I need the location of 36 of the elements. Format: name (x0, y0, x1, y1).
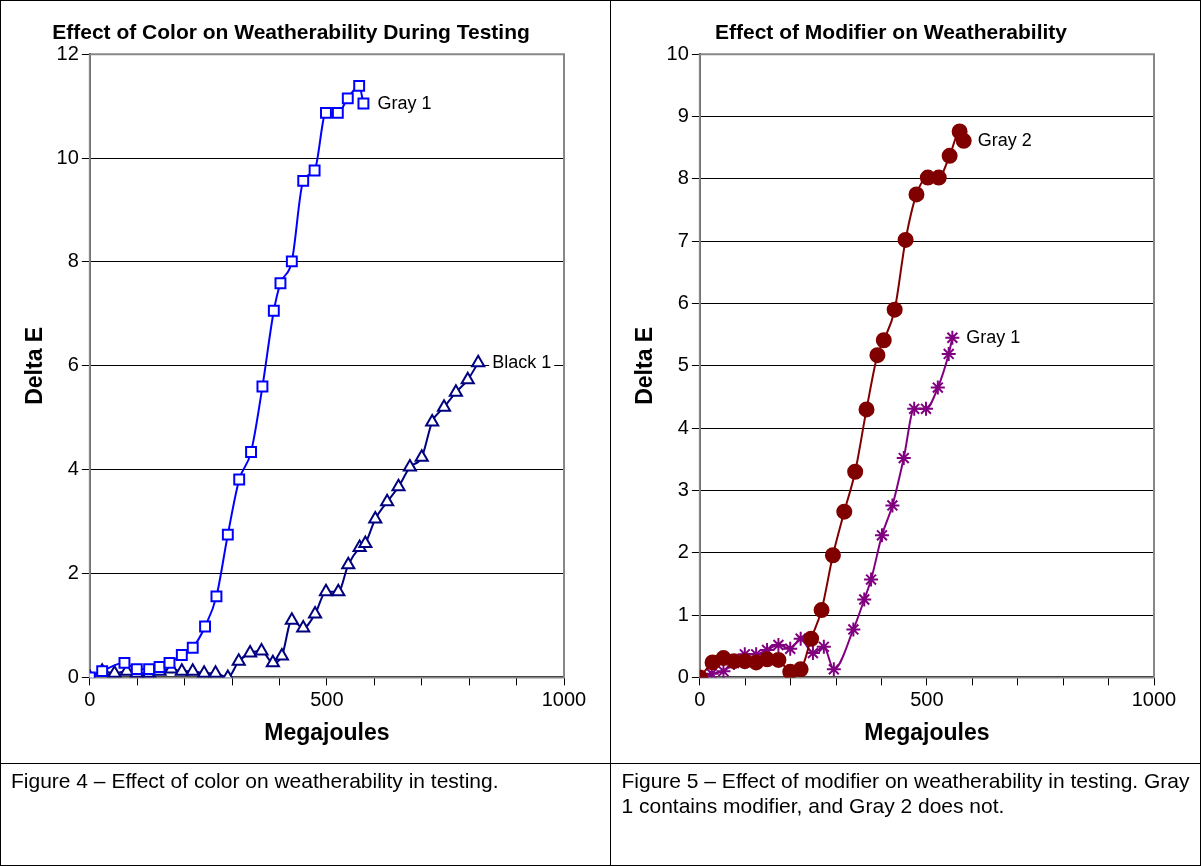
y-tick-label: 9 (677, 104, 689, 127)
y-tick-label: 12 (56, 41, 79, 64)
x-tick-label: 1000 (541, 687, 586, 710)
y-tick-label: 1 (677, 602, 689, 625)
series-label: Gray 1 (377, 92, 432, 113)
x-axis-title: Megajoules (864, 718, 990, 745)
caption: Figure 4 – Effect of color on weatherability in testing. (11, 768, 500, 793)
y-tick-label: 6 (677, 291, 689, 313)
series-label: Gray 1 (966, 326, 1021, 347)
chart-title: Effect of Color on Weatherability During Testing (51, 20, 530, 44)
chart-title: Effect of Modifier on Weatherability (714, 20, 1068, 44)
x-tick-label: 1000 (1131, 687, 1176, 710)
x-tick-label: 0 (84, 687, 96, 710)
x-tick-label: 0 (694, 687, 706, 710)
series-label: Black 1 (491, 351, 551, 372)
y-tick-label: 2 (67, 561, 79, 584)
y-tick-label: 2 (677, 540, 689, 563)
y-tick-label: 6 (67, 353, 79, 376)
y-axis-title: Delta E (20, 326, 47, 405)
y-tick-label: 0 (677, 664, 689, 687)
x-axis-title: Megajoules (264, 718, 390, 745)
y-tick-label: 4 (677, 415, 689, 438)
y-tick-label: 10 (666, 41, 689, 64)
y-tick-label: 8 (67, 249, 79, 272)
y-tick-label: 5 (677, 353, 689, 376)
y-tick-label: 0 (67, 664, 79, 687)
y-tick-label: 7 (677, 228, 689, 251)
x-tick-label: 500 (909, 687, 944, 710)
y-tick-label: 8 (677, 166, 689, 189)
caption: Figure 5 – Effect of modifier on weatherability in testing. Gray 1 contains modifier, and Gray 2 does not. (621, 768, 1190, 818)
y-tick-label: 10 (56, 145, 79, 168)
y-axis-title: Delta E (630, 326, 657, 405)
y-tick-label: 3 (677, 477, 689, 500)
series-label: Gray 2 (977, 129, 1032, 150)
y-tick-label: 4 (67, 457, 79, 480)
x-tick-label: 500 (309, 687, 344, 710)
